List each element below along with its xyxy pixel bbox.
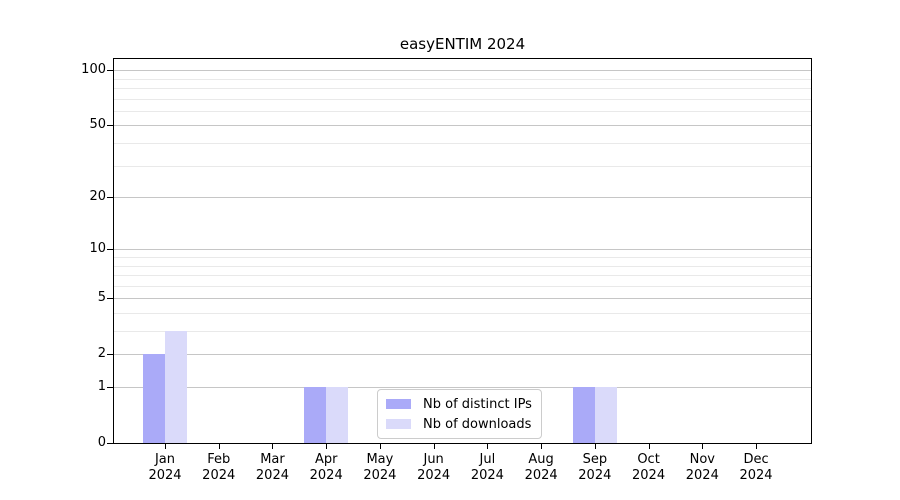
chart-title: easyENTIM 2024 xyxy=(399,35,526,53)
y-tick-mark-10 xyxy=(107,248,113,250)
gridline-minor-80 xyxy=(114,87,811,89)
y-tick-label-10: 10 xyxy=(89,241,106,256)
gridline-minor-8 xyxy=(114,265,811,267)
gridline-minor-70 xyxy=(114,98,811,100)
y-tick-mark-1 xyxy=(107,386,113,388)
y-tick-label-5: 5 xyxy=(97,290,106,305)
bar-distinct-ips-jan xyxy=(143,354,165,443)
legend: Nb of distinct IPs Nb of downloads xyxy=(377,389,542,439)
bar-downloads-sep xyxy=(595,387,617,443)
x-tick-mark-3 xyxy=(325,443,327,449)
x-tick-mark-5 xyxy=(433,443,435,449)
bar-distinct-ips-sep xyxy=(573,387,595,443)
legend-swatch-downloads xyxy=(386,419,411,429)
x-tick-mark-6 xyxy=(486,443,488,449)
x-tick-label-1: Feb 2024 xyxy=(202,452,236,483)
gridline-major-20 xyxy=(114,196,811,198)
gridline-major-10 xyxy=(114,248,811,250)
x-tick-label-7: Aug 2024 xyxy=(524,452,558,483)
gridline-minor-60 xyxy=(114,110,811,112)
y-tick-label-50: 50 xyxy=(89,117,106,132)
y-tick-mark-2 xyxy=(107,353,113,355)
x-tick-mark-10 xyxy=(701,443,703,449)
gridline-minor-3 xyxy=(114,330,811,332)
y-tick-label-20: 20 xyxy=(89,189,106,204)
gridline-major-2 xyxy=(114,353,811,355)
x-tick-mark-7 xyxy=(540,443,542,449)
bar-distinct-ips-apr xyxy=(304,387,326,443)
x-tick-mark-0 xyxy=(164,443,166,449)
x-tick-mark-2 xyxy=(271,443,273,449)
legend-item-distinct-ips: Nb of distinct IPs xyxy=(386,394,533,414)
legend-label-distinct-ips: Nb of distinct IPs xyxy=(423,396,532,412)
x-tick-mark-1 xyxy=(218,443,220,449)
bar-downloads-apr xyxy=(326,387,348,443)
gridline-major-50 xyxy=(114,124,811,126)
x-tick-mark-8 xyxy=(594,443,596,449)
x-tick-label-4: May 2024 xyxy=(363,452,397,483)
x-tick-mark-4 xyxy=(379,443,381,449)
plot-area xyxy=(107,58,812,449)
y-tick-label-0: 0 xyxy=(97,435,106,450)
x-tick-mark-9 xyxy=(648,443,650,449)
y-tick-label-100: 100 xyxy=(81,62,106,77)
x-tick-label-11: Dec 2024 xyxy=(739,452,773,483)
legend-label-downloads: Nb of downloads xyxy=(423,416,532,432)
x-tick-label-3: Apr 2024 xyxy=(309,452,343,483)
gridline-minor-40 xyxy=(114,142,811,144)
x-tick-label-9: Oct 2024 xyxy=(632,452,666,483)
bar-downloads-jan xyxy=(165,331,187,443)
x-tick-label-8: Sep 2024 xyxy=(578,452,612,483)
x-tick-label-6: Jul 2024 xyxy=(470,452,504,483)
gridline-major-5 xyxy=(114,297,811,299)
gridline-minor-30 xyxy=(114,165,811,167)
gridline-minor-4 xyxy=(114,312,811,314)
x-tick-label-2: Mar 2024 xyxy=(255,452,289,483)
x-tick-label-10: Nov 2024 xyxy=(685,452,719,483)
y-tick-label-1: 1 xyxy=(97,379,106,394)
gridline-minor-9 xyxy=(114,256,811,258)
y-tick-mark-0 xyxy=(107,442,113,444)
gridline-minor-90 xyxy=(114,78,811,80)
x-tick-mark-11 xyxy=(755,443,757,449)
gridline-major-1 xyxy=(114,386,811,388)
y-tick-mark-100 xyxy=(107,69,113,71)
gridline-major-100 xyxy=(114,69,811,71)
gridline-minor-7 xyxy=(114,274,811,276)
y-tick-mark-50 xyxy=(107,124,113,126)
y-tick-mark-5 xyxy=(107,297,113,299)
gridline-minor-6 xyxy=(114,285,811,287)
legend-swatch-distinct-ips xyxy=(386,399,411,409)
legend-item-downloads: Nb of downloads xyxy=(386,414,533,434)
y-tick-mark-20 xyxy=(107,196,113,198)
y-tick-label-2: 2 xyxy=(97,346,106,361)
x-tick-label-5: Jun 2024 xyxy=(417,452,451,483)
x-tick-label-0: Jan 2024 xyxy=(148,452,182,483)
